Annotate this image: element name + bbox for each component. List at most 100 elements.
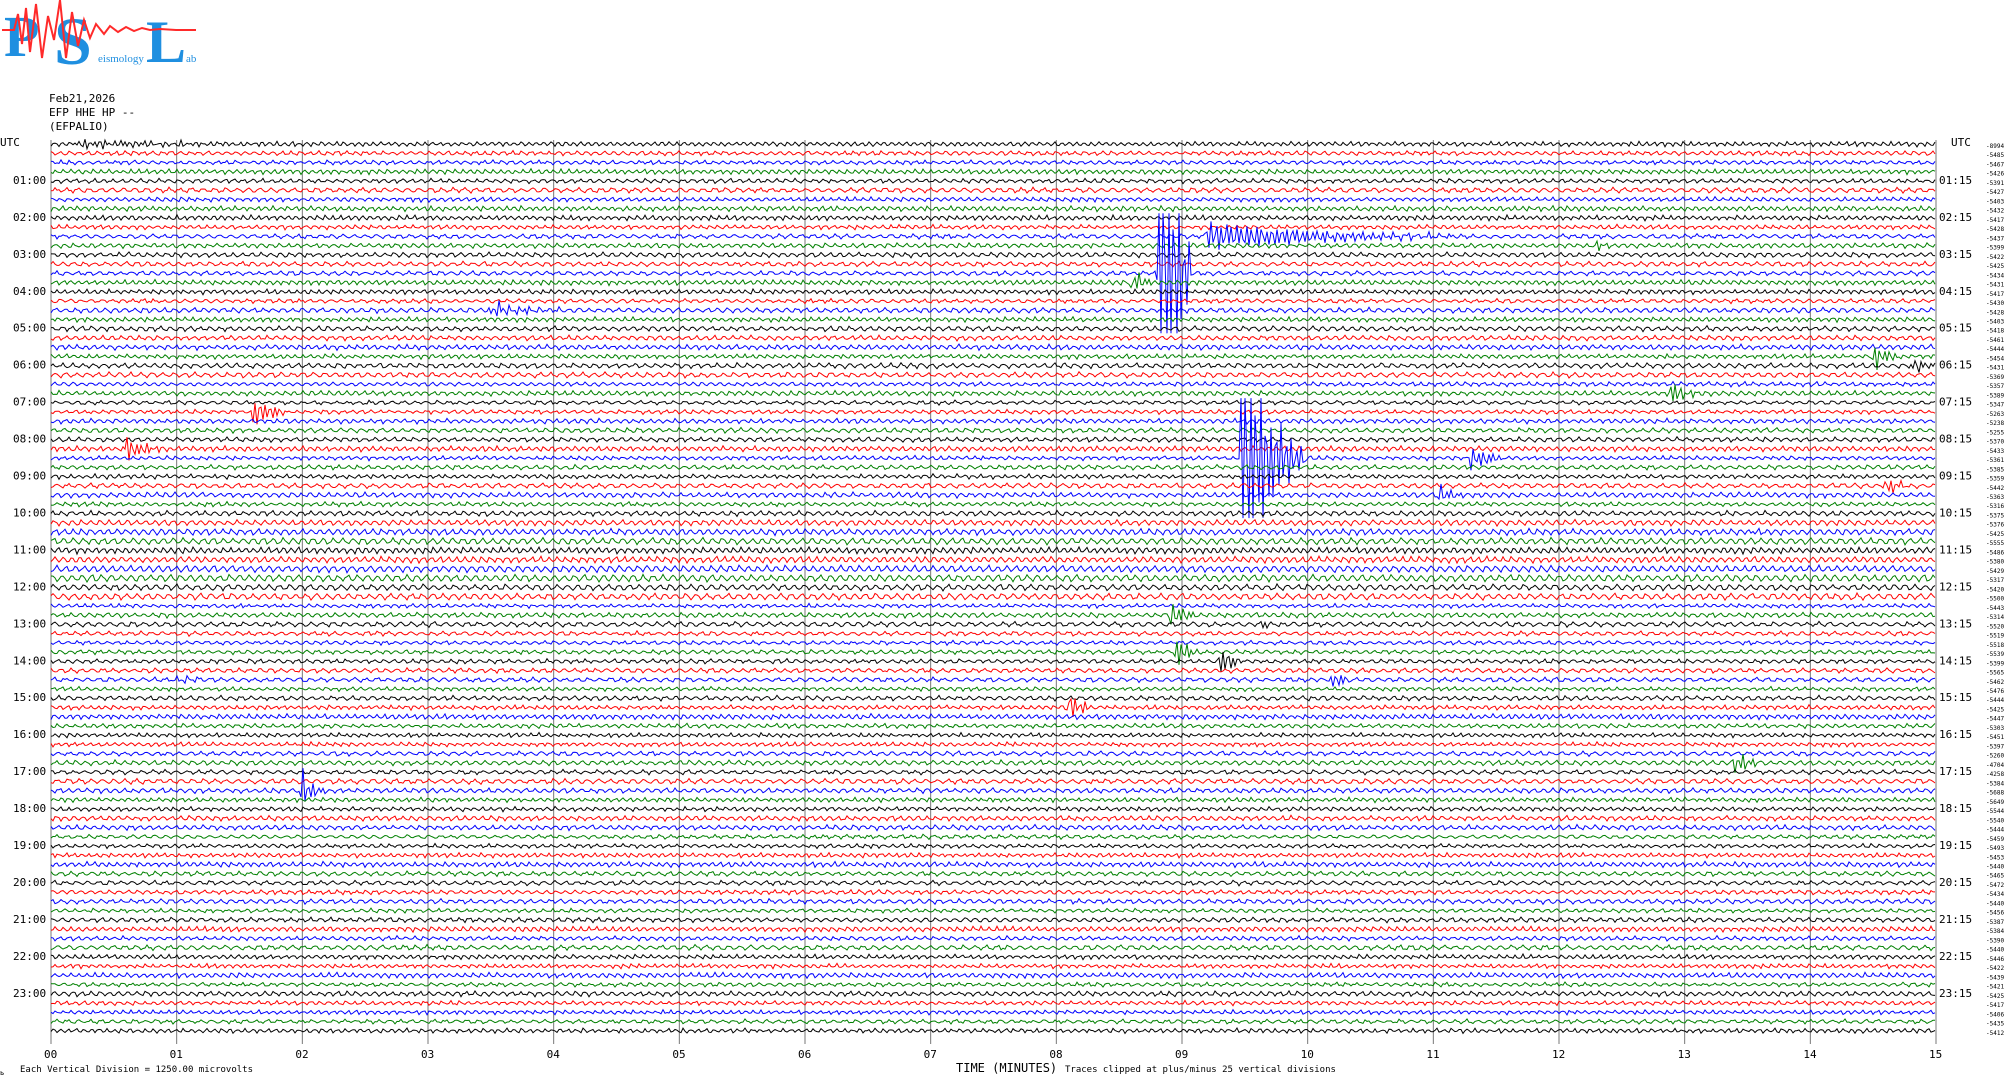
seismic-trace	[50, 731, 1936, 739]
seismic-trace	[50, 620, 1936, 630]
left-hour-label: 08:00	[13, 433, 46, 446]
trace-offset-label: -5467	[1986, 161, 2004, 168]
trace-offset-label: -5238	[1986, 420, 2004, 427]
footer-scale: Each Vertical Division = 1250.00 microvo…	[20, 1065, 253, 1075]
seismic-trace	[50, 223, 1936, 231]
right-hour-label: 04:15	[1939, 285, 1972, 298]
right-hour-label: 14:15	[1939, 654, 1972, 667]
x-tick-label: 07	[924, 1048, 937, 1061]
seismic-trace	[50, 536, 1936, 546]
trace-offset-label: -5437	[1986, 235, 2004, 242]
seismic-trace	[50, 602, 1936, 610]
seismic-trace	[50, 641, 1936, 665]
trace-offset-label: -5359	[1986, 476, 2004, 483]
seismic-trace	[50, 629, 1936, 638]
seismic-trace	[50, 426, 1936, 435]
trace-offset-label: -5456	[1986, 910, 2004, 917]
seismic-trace	[50, 674, 1936, 688]
seismic-trace	[50, 417, 1936, 425]
seismic-trace	[50, 814, 1936, 823]
left-hour-label: 17:00	[13, 765, 46, 778]
trace-offset-label: -5412	[1986, 1030, 2004, 1037]
trace-offset-label: -5357	[1986, 383, 2004, 390]
seismic-trace	[50, 768, 1936, 776]
trace-offset-label: -5385	[1986, 466, 2004, 473]
trace-offset-label: -5422	[1986, 254, 2004, 261]
seismic-trace	[50, 685, 1936, 693]
trace-offset-label: -5369	[1986, 374, 2004, 381]
trace-offset-label: -5444	[1986, 697, 2004, 704]
trace-offset-label: -5434	[1986, 272, 2004, 279]
seismic-trace	[50, 651, 1936, 672]
seismic-trace	[50, 221, 1936, 250]
trace-offset-label: -5476	[1986, 688, 2004, 695]
seismic-trace	[50, 842, 1936, 850]
trace-offset-label: -5444	[1986, 827, 2004, 834]
trace-offset-label: -5376	[1986, 522, 2004, 529]
logo-seismogram-icon	[2, 0, 196, 59]
x-axis-title: TIME (MINUTES)	[956, 1061, 1057, 1075]
left-hour-label: 10:00	[13, 506, 46, 519]
seismic-trace	[50, 1008, 1936, 1016]
trace-offset-label: -5316	[1986, 503, 2004, 510]
trace-offset-label: -5380	[1986, 559, 2004, 566]
right-hour-label: 01:15	[1939, 174, 1972, 187]
trace-offset-label: -5255	[1986, 429, 2004, 436]
seismic-trace	[50, 138, 1936, 151]
seismic-trace	[50, 213, 1936, 334]
x-tick-label: 04	[547, 1048, 561, 1061]
x-tick-label: 00	[44, 1048, 57, 1061]
trace-offset-label: -5426	[1986, 171, 2004, 178]
seismic-trace	[50, 463, 1936, 471]
left-hour-label: 18:00	[13, 802, 46, 815]
seismic-trace	[50, 527, 1936, 537]
trace-offset-label: -5397	[1986, 743, 2004, 750]
seismic-trace	[50, 1018, 1936, 1025]
trace-offset-label: -5565	[1986, 670, 2004, 677]
trace-offset-label: -5420	[1986, 586, 2004, 593]
left-utc-label: UTC	[0, 136, 20, 149]
trace-offset-label: -5431	[1986, 282, 2004, 289]
trace-offset-label: -5403	[1986, 319, 2004, 326]
trace-offset-label: -5555	[1986, 540, 2004, 547]
trace-offset-label: -5384	[1986, 928, 2004, 935]
right-hour-label: 11:15	[1939, 543, 1972, 556]
seismic-trace	[50, 639, 1936, 647]
left-hour-label: 04:00	[13, 285, 46, 298]
seismic-trace	[50, 554, 1936, 565]
right-hour-label: 19:15	[1939, 839, 1972, 852]
trace-offset-label: -4704	[1986, 762, 2004, 769]
right-hour-label: 21:15	[1939, 913, 1972, 926]
seismic-trace	[50, 478, 1936, 494]
left-hour-label: 22:00	[13, 950, 46, 963]
trace-offset-label: -5430	[1986, 300, 2004, 307]
seismic-trace	[50, 870, 1936, 878]
trace-offset-label: -5432	[1986, 208, 2004, 215]
seismic-trace	[50, 399, 1936, 406]
seismic-trace	[50, 591, 1936, 602]
seismic-trace	[50, 239, 1936, 252]
left-hour-label: 01:00	[13, 174, 46, 187]
x-tick-label: 01	[170, 1048, 183, 1061]
trace-offset-label: -5391	[1986, 180, 2004, 187]
trace-offset-label: -5472	[1986, 882, 2004, 889]
trace-offset-label: -5417	[1986, 291, 2004, 298]
trace-offset-label: -5375	[1986, 512, 2004, 519]
seismic-trace	[50, 500, 1936, 508]
trace-offset-label: -5317	[1986, 577, 2004, 584]
trace-offset-label: -5433	[1986, 448, 2004, 455]
trace-offset-label: -5465	[1986, 873, 2004, 880]
header-date: Feb21,2026	[49, 92, 115, 105]
corner-mark: ь	[0, 1069, 4, 1077]
seismic-trace	[50, 712, 1936, 721]
x-tick-label: 05	[672, 1048, 685, 1061]
left-hour-label: 05:00	[13, 322, 46, 335]
seismic-trace	[50, 754, 1936, 773]
trace-offset-label: -5427	[1986, 189, 2004, 196]
x-tick-label: 08	[1049, 1048, 1062, 1061]
seismic-trace	[50, 149, 1936, 157]
trace-layer	[50, 138, 1936, 1035]
seismic-trace	[50, 697, 1936, 718]
seismic-trace	[50, 897, 1936, 906]
x-tick-label: 02	[295, 1048, 308, 1061]
